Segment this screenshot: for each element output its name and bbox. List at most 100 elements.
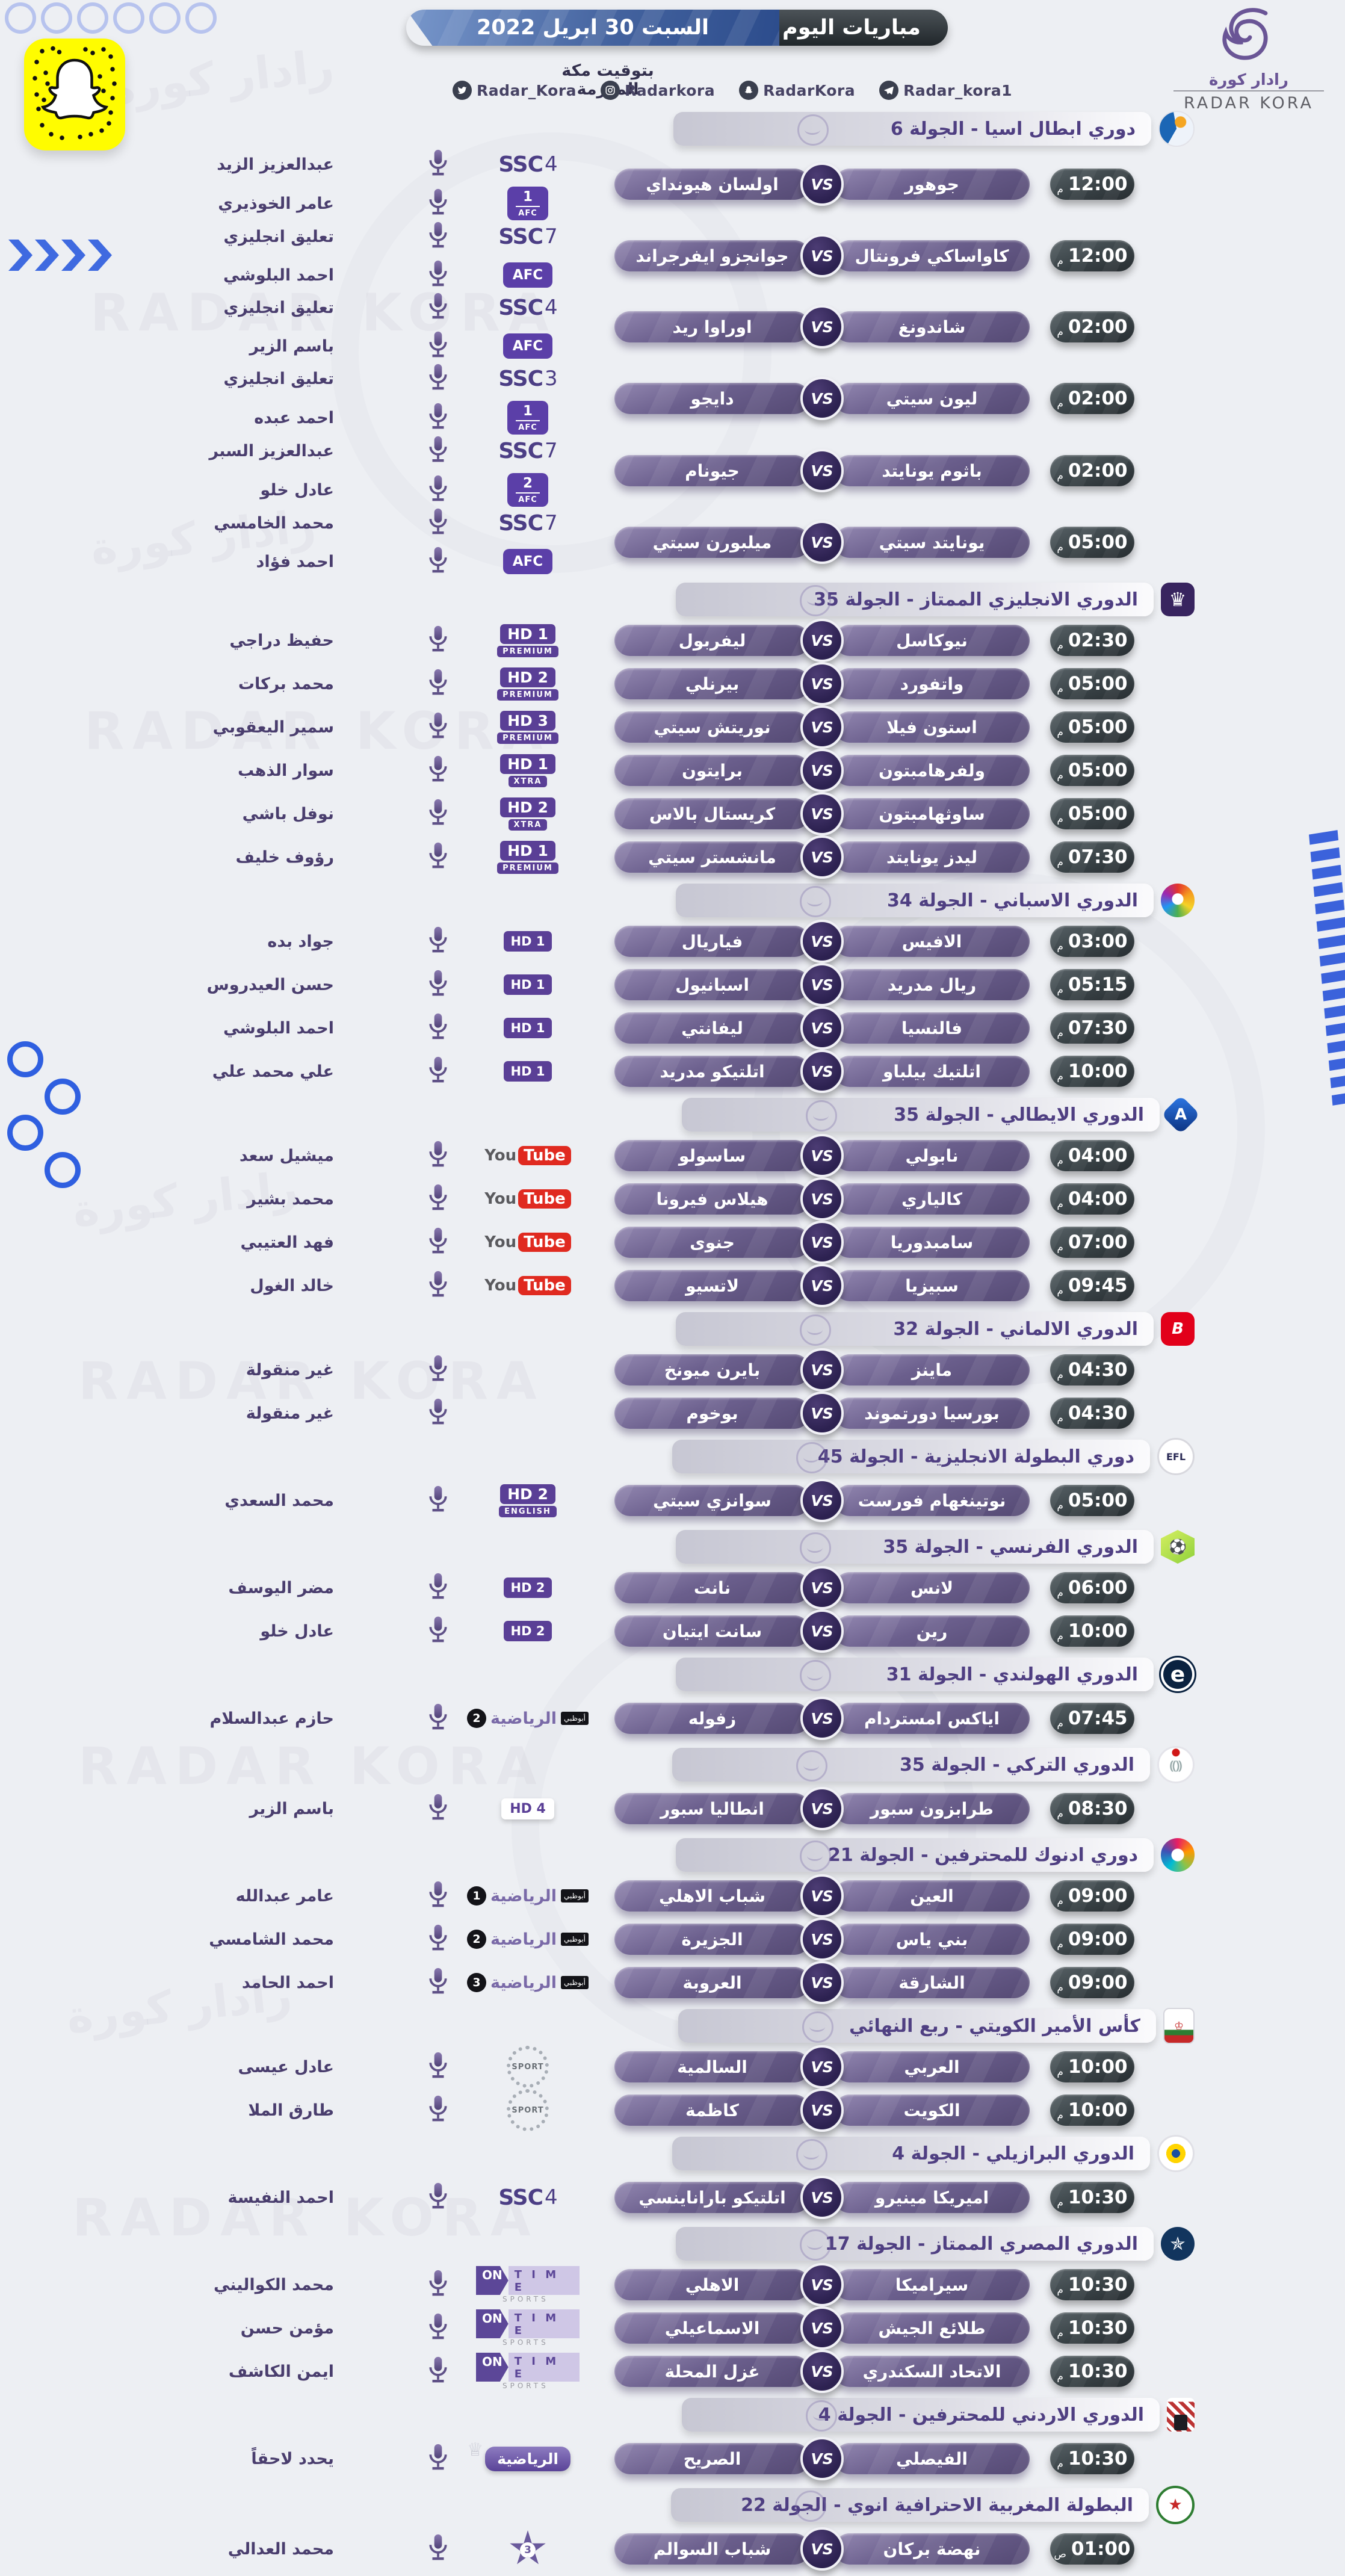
league-section: دوري ابطال اسيا - الجولة 6 12:00 م جوهور VS ا… — [0, 110, 1345, 578]
league-header: دوري ادنوك للمحترفين - الجولة 21 — [0, 1836, 1195, 1874]
commentator-name: غير منقولة — [246, 1404, 334, 1423]
channel-badge-area: SSC 3 — [476, 367, 580, 391]
microphone-icon — [429, 260, 447, 286]
home-team-name: سبيزيا — [905, 1275, 959, 1296]
match-row: 10:30 م اميريكا مينيرو VS اتلتيكو باراناينسي… — [0, 2173, 1134, 2222]
league-header: الدوري الاردني للمحترفين - الجولة 4 — [0, 2395, 1195, 2434]
microphone-icon — [429, 669, 447, 695]
match-row: 05:00 م نوتينغهام فورست VS سوانزي سيتي HD 2 EN… — [0, 1476, 1134, 1525]
youtube-you: You — [484, 1277, 517, 1295]
league-section: دوري ادنوك للمحترفين - الجولة 21 09:00 م ال… — [0, 1836, 1345, 2004]
microphone-icon — [429, 188, 447, 215]
away-team: ميلبورن سيتي — [614, 527, 810, 558]
channel-badge-area: SSC 7 — [476, 439, 580, 463]
vs-badge: VS — [800, 377, 844, 420]
channel-badge-area: SSC 4 — [476, 2185, 580, 2210]
microphone-icon — [429, 1703, 447, 1730]
home-team-name: الافيس — [901, 931, 962, 952]
away-team-name: نانت — [693, 1577, 731, 1598]
match-row: 07:45 م اياكس امستردام VS زفوله أبوظبي الرياضي… — [0, 1694, 1134, 1743]
microphone-icon — [429, 1227, 447, 1254]
vs-badge: VS — [800, 619, 844, 662]
broadcaster-entry: أبوظبي الرياضية 2 حازم عبدالسلام — [135, 1702, 589, 1735]
bein-sports-channel-badge: HD 2 — [503, 1621, 552, 1641]
kickoff-time-value: 03:00 — [1068, 930, 1128, 952]
bar-watermark-icon — [800, 585, 832, 616]
vs-badge: VS — [800, 1697, 844, 1740]
channel-badge-area: SSC 7 — [476, 224, 580, 249]
home-team: واتفورد — [834, 668, 1030, 699]
broadcaster-entry: أبوظبي الرياضية 3 احمد الحامد — [135, 1966, 589, 1999]
microphone-icon — [429, 1184, 447, 1210]
league-header-bar: الدوري الهولندي - الجولة 31 — [676, 1658, 1154, 1691]
microphone-icon — [429, 1794, 447, 1820]
broadcaster-entry: ON T I M E SPORTS ايمن الكاشف — [135, 2353, 580, 2390]
away-team: بوخوم — [614, 1398, 810, 1429]
abu-dhabi-sports-channel-badge: أبوظبي الرياضية 2 — [467, 1930, 589, 1949]
home-team: سامبدوريا — [834, 1227, 1030, 1258]
microphone-icon — [429, 2270, 447, 2296]
away-team-name: لاتسيو — [685, 1275, 739, 1296]
away-team: انطاليا سبور — [614, 1793, 810, 1824]
league-header: ♔ كأس الأمير الكويتي - ربع النهائي — [0, 2007, 1195, 2045]
broadcaster-entry: SSC 7 تعليق انجليزي — [135, 220, 580, 253]
kickoff-time-value: 10:30 — [1068, 2187, 1128, 2208]
kickoff-time-value: 10:30 — [1068, 2448, 1128, 2469]
broadcaster-entry: HD 1 PREMIUM رؤوف خليف — [135, 840, 580, 874]
microphone-icon — [425, 925, 450, 958]
home-team: شاندونغ — [834, 311, 1030, 342]
away-team-name: اوراوا ريد — [672, 317, 752, 337]
broadcasters: HD 1 جواد بده — [135, 925, 580, 958]
kickoff-meridiem: م — [1057, 1198, 1063, 1210]
microphone-icon — [425, 1055, 450, 1088]
broadcaster-entry: HD 1 جواد بده — [135, 925, 580, 958]
broadcasters: ON T I M E SPORTS ايمن الكاشف — [135, 2353, 580, 2390]
broadcasters: HD 2 PREMIUM محمد بركات — [135, 667, 580, 701]
kickoff-meridiem: م — [1057, 1369, 1063, 1381]
home-team-name: اميريكا مينيرو — [874, 2187, 989, 2208]
vs-badge: VS — [800, 2350, 844, 2393]
afc-channel-badge: AFC — [502, 262, 553, 288]
vs-badge: VS — [800, 2088, 844, 2132]
commentator-name: رؤوف خليف — [235, 847, 334, 867]
league-title: الدوري الاردني للمحترفين - الجولة 4 — [818, 2404, 1144, 2426]
on-time-sports-channel-logo: ON T I M E SPORTS — [476, 2353, 580, 2390]
broadcaster-entry: HD 2 ENGLISH محمد السعدي — [135, 1484, 580, 1517]
commentator-name: عادل خلو — [260, 480, 334, 500]
league-section: ⚽ الدوري الفرنسي - الجولة 35 06:00 م لانس VS ن… — [0, 1528, 1345, 1653]
kickoff-time: 07:30 م — [1050, 1012, 1134, 1044]
bein-sports-channel-badge: HD 3 PREMIUM — [497, 710, 558, 744]
bar-watermark-icon — [802, 2011, 834, 2043]
bein-sports-channel-badge: HD 4 — [501, 1798, 554, 1819]
broadcasters: SSC 3 تعليق انجليزي 1 AFC احمد عبده — [135, 362, 580, 435]
league-section: EFL دوري البطولة الانجليزية - الجولة 45 05… — [0, 1437, 1345, 1525]
match-row: 05:00 م ساوثهامبتون VS كريستال بالاس HD 2 XTRA… — [0, 792, 1134, 835]
ssc-channel-logo: SSC 4 — [498, 152, 557, 177]
kickoff-meridiem: م — [1057, 2371, 1063, 2383]
broadcasters: HD 2 XTRA نوفل باشي — [135, 797, 580, 831]
league-title: الدوري الانجليزي الممتاز - الجولة 35 — [814, 589, 1138, 610]
microphone-icon — [429, 926, 447, 953]
microphone-icon — [429, 1271, 447, 1297]
kickoff-time-value: 08:30 — [1068, 1798, 1128, 1819]
microphone-icon — [425, 291, 450, 324]
kickoff-meridiem: م — [1057, 1718, 1063, 1730]
bundesliga-logo: B — [1161, 1312, 1195, 1346]
away-team: كاظمة — [614, 2095, 810, 2126]
snapchat-ghost-icon — [32, 46, 117, 140]
on-time-top: ON T I M E — [476, 2266, 580, 2295]
league-section: A الدوري الايطالي - الجولة 35 04:00 م نابولي… — [0, 1095, 1345, 1307]
serie-a-logo: A — [1161, 1095, 1201, 1135]
commentator-name: احمد الحامد — [241, 1973, 334, 1992]
kickoff-meridiem: م — [1057, 984, 1063, 996]
bein-sports-channel-badge: HD 1 — [503, 974, 552, 995]
microphone-icon — [429, 2095, 447, 2122]
ligue1-logo: ⚽ — [1161, 1530, 1195, 1564]
channel-badge-area: 3 — [476, 2530, 580, 2568]
league-title: الدوري البرازيلي - الجولة 4 — [892, 2143, 1134, 2164]
commentator-name: محمد الخامسي — [214, 513, 334, 533]
vs-badge: VS — [800, 2437, 844, 2480]
commentator-name: حازم عبدالسلام — [209, 1709, 334, 1728]
league-title: الدوري الاسباني - الجولة 34 — [887, 890, 1138, 911]
home-team: سيراميكا — [834, 2269, 1030, 2300]
